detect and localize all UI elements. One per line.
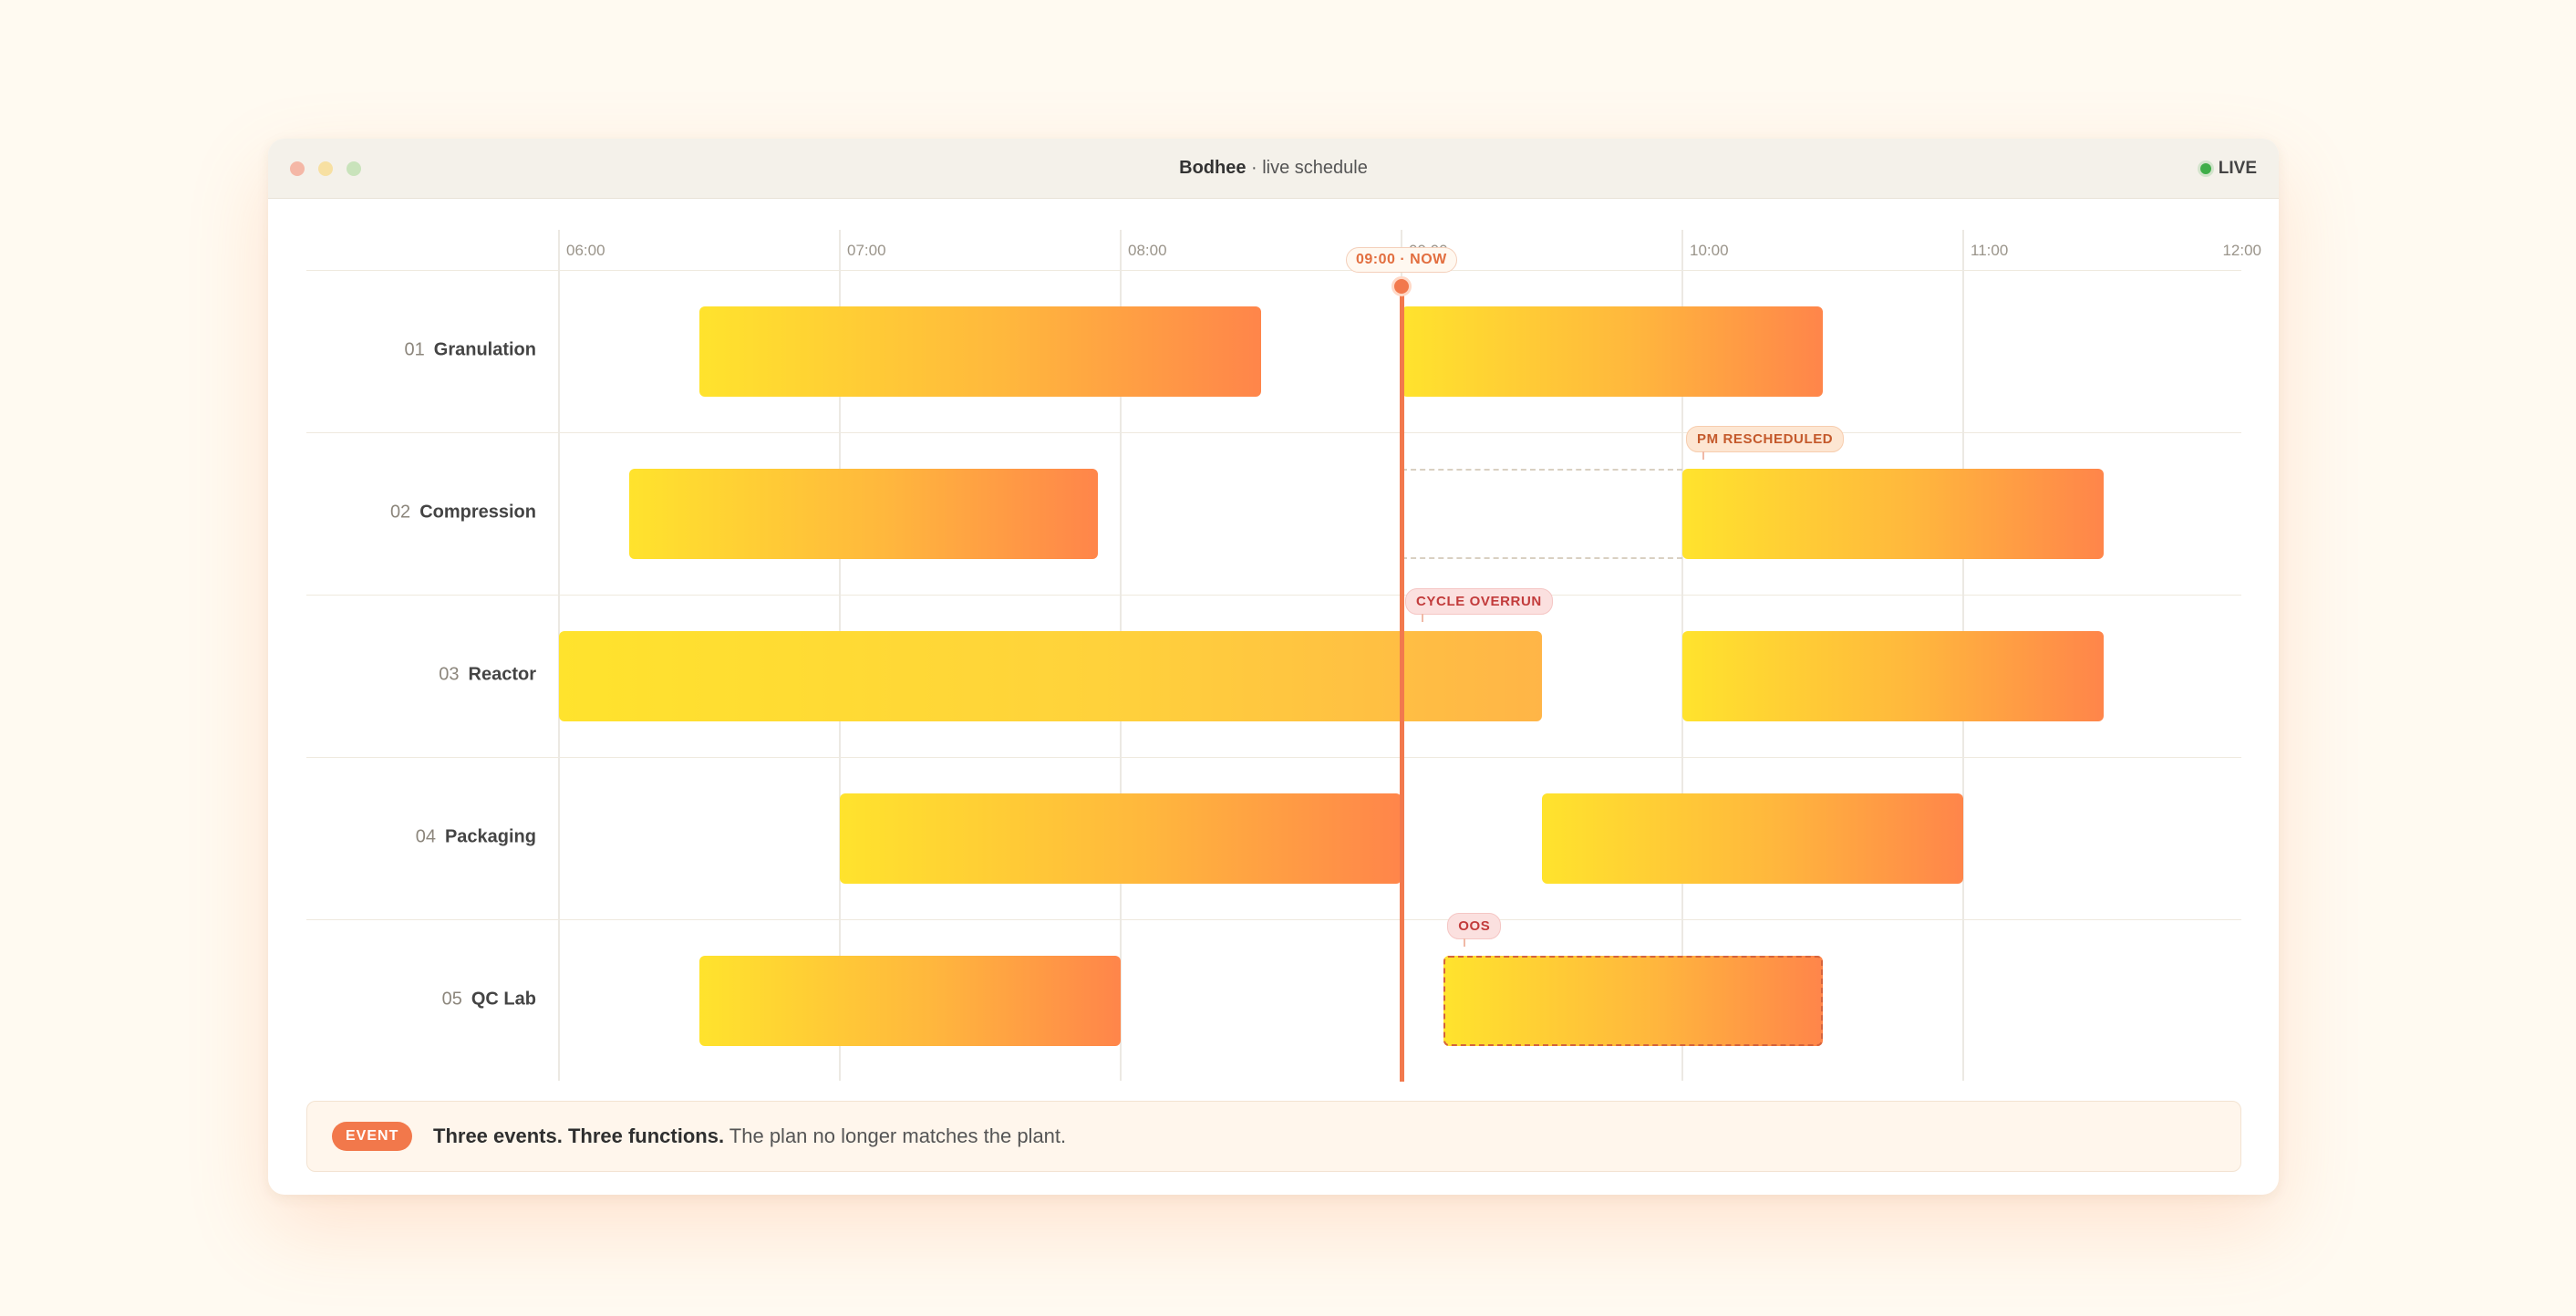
title-subtitle: · live schedule (1246, 158, 1368, 178)
live-label: LIVE (2218, 159, 2257, 178)
row-name: Packaging (444, 826, 536, 847)
now-line (1400, 287, 1404, 1082)
row-label-packaging: 04 Packaging (305, 827, 536, 848)
row-label-compression: 02 Compression (305, 503, 536, 523)
tick-label-11:00: 11:00 (1971, 242, 2009, 259)
rescheduled-ghost-slot (1402, 469, 1682, 559)
app-name: Bodhee (1179, 158, 1247, 178)
tick-label-12:00: 12:00 (2222, 242, 2261, 259)
row-number: 05 (441, 989, 462, 1010)
task-bar[interactable] (1443, 956, 1823, 1046)
title-bar: Bodhee · live schedule LIVE (268, 139, 2279, 199)
row-name: Reactor (468, 664, 536, 685)
row-separator (306, 270, 2241, 271)
row-label-granulation: 01 Granulation (305, 340, 536, 361)
task-bar[interactable] (559, 631, 1542, 721)
event-pill: EVENT (332, 1122, 413, 1151)
row-number: 04 (415, 826, 436, 847)
live-indicator: LIVE (2199, 139, 2257, 198)
zoom-window-button[interactable] (347, 161, 361, 176)
tick-label-06:00: 06:00 (566, 242, 605, 259)
row-separator (306, 595, 2241, 596)
row-label-reactor: 03 Reactor (305, 665, 536, 686)
schedule-window: Bodhee · live schedule LIVE 06:00 07:00 08… (268, 139, 2279, 1195)
event-banner: EVENT Three events. Three functions. The… (306, 1101, 2241, 1172)
task-bar[interactable] (1542, 793, 1963, 884)
live-dot-icon (2199, 163, 2211, 174)
event-headline: Three events. Three functions. (433, 1124, 725, 1147)
event-badge-pm-rescheduled[interactable]: PM RESCHEDULED (1686, 426, 1845, 452)
event-badge-oos[interactable]: OOS (1447, 913, 1502, 939)
event-pin (1422, 614, 1423, 622)
tick-label-10:00: 10:00 (1690, 242, 1729, 259)
now-label: 09:00 · NOW (1346, 247, 1457, 273)
task-bar[interactable] (699, 306, 1261, 397)
row-name: QC Lab (471, 989, 536, 1010)
row-separator (306, 757, 2241, 758)
task-bar[interactable] (699, 956, 1121, 1046)
row-name: Granulation (433, 339, 536, 360)
window-title: Bodhee · live schedule (268, 139, 2279, 198)
task-bar[interactable] (1682, 631, 2104, 721)
tick-label-07:00: 07:00 (847, 242, 886, 259)
event-pin (1702, 451, 1704, 460)
task-bar[interactable] (840, 793, 1402, 884)
tick-label-08:00: 08:00 (1128, 242, 1167, 259)
row-number: 03 (439, 664, 460, 685)
row-label-qc-lab: 05 QC Lab (305, 990, 536, 1010)
task-bar[interactable] (1402, 306, 1823, 397)
row-number: 01 (404, 339, 425, 360)
event-pin (1464, 938, 1466, 947)
row-separator (306, 919, 2241, 920)
event-badge-cycle-overrun[interactable]: CYCLE OVERRUN (1405, 588, 1553, 615)
task-bar[interactable] (629, 469, 1099, 559)
event-message: Three events. Three functions. The plan … (433, 1102, 1066, 1171)
close-window-button[interactable] (290, 161, 305, 176)
row-number: 02 (389, 502, 411, 523)
row-separator (306, 432, 2241, 433)
now-marker-dot (1391, 276, 1412, 296)
minimize-window-button[interactable] (318, 161, 333, 176)
row-name: Compression (419, 502, 536, 523)
event-body: The plan no longer matches the plant. (724, 1124, 1067, 1147)
gantt-chart: 06:0007:0008:0009:0010:0011:0012:0001Gra… (268, 139, 2279, 1195)
task-bar[interactable] (1682, 469, 2104, 559)
